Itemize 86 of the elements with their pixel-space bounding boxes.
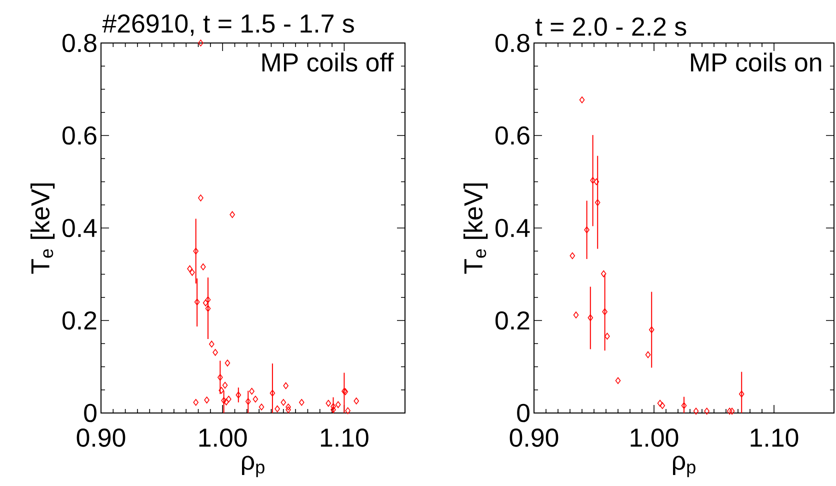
point [602,308,608,316]
point [335,401,341,408]
point [209,340,214,348]
annotation: MP coils on [691,52,822,72]
point [193,398,198,406]
point [645,351,651,358]
y-tick-label: 0.4 [495,218,530,238]
point [245,398,251,405]
y-tick-label: 0.2 [495,311,530,330]
point [218,386,224,394]
point [590,176,596,184]
y-tick-label: 0.8 [495,34,530,52]
point [594,199,600,206]
x-axis-title: ρ$_{p}$ [673,456,696,478]
point [693,408,699,415]
point [193,248,198,255]
point [194,298,200,306]
point [615,377,621,384]
point [354,398,360,404]
point [252,396,258,403]
point [726,408,732,415]
x-tick-label: 0.90 [76,428,126,447]
point [198,194,204,202]
point [584,226,590,234]
point [274,405,280,412]
point [236,392,242,398]
point [224,360,230,366]
point [212,349,218,356]
point [681,402,687,409]
point [600,270,606,278]
point [205,305,211,312]
point [345,407,350,414]
point [657,400,663,407]
point [286,404,291,410]
point [604,332,610,340]
chart-title: #26910, t = 1.5 - 1.7 s [102,14,354,36]
point [187,265,192,272]
point [648,326,654,334]
y-axis-title: T$_{e}$ [keV] [30,184,55,274]
point [280,398,286,406]
point [594,178,600,186]
point [738,390,744,398]
point [729,408,735,415]
point [286,406,291,414]
point [330,406,336,414]
point [200,263,206,270]
y-tick-label: 0.6 [495,126,530,145]
point [298,398,304,406]
x-tick-label: 1.10 [750,428,798,447]
point [570,252,576,260]
x-axis-title: ρ$_{p}$ [242,456,264,478]
point [283,382,288,390]
y-tick-label: 0.8 [62,34,96,52]
point [218,374,223,381]
point [202,300,208,306]
point [258,404,264,410]
y-tick-label: 0.6 [62,126,96,145]
y-axis-title: T$_{e}$ [keV] [463,184,488,274]
y-tick-label: 0.2 [62,311,96,330]
point [204,396,210,404]
point [573,312,579,318]
point [205,296,211,304]
x-tick-label: 1.00 [199,428,247,447]
y-tick-label: 0 [517,404,530,422]
point [222,382,228,389]
point [270,390,276,397]
x-tick-label: 0.90 [510,428,558,447]
point [249,388,254,395]
chart-title: t = 2.0 - 2.2 s [536,17,686,36]
point [226,396,232,403]
point [579,96,585,104]
point [221,397,226,404]
y-tick-label: 0 [84,404,96,422]
point [326,400,332,407]
x-tick-label: 1.10 [320,428,368,447]
annotation: MP coils off [262,52,394,72]
point [704,408,710,415]
point [224,398,229,406]
point [198,40,204,46]
point [230,211,235,218]
point [330,403,336,410]
y-tick-label: 0.4 [62,218,97,238]
x-tick-label: 1.00 [630,428,678,447]
point [588,314,594,322]
point [190,269,195,276]
point [660,402,666,409]
